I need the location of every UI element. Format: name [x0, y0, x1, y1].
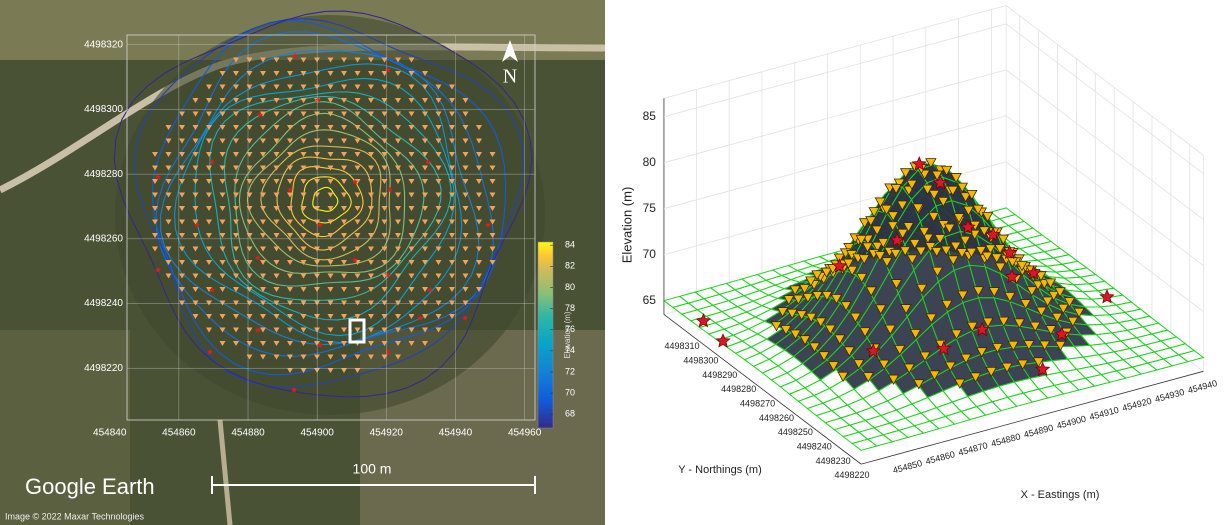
colorbar	[538, 242, 553, 428]
x-tick-label: 454840	[93, 428, 127, 439]
y-tick-label: 4498280	[721, 384, 756, 394]
y-tick-label: 4498320	[84, 39, 123, 50]
y-tick-label: 4498280	[84, 169, 123, 180]
x-tick-label: 454900	[300, 428, 334, 439]
colorbar-tick-label: 72	[565, 366, 575, 376]
y-tick-label: 4498300	[683, 356, 718, 366]
colorbar-tick-label: 70	[565, 388, 575, 398]
y-tick-label: 4498310	[665, 341, 700, 351]
z-axis-label: Elevation (m)	[619, 187, 634, 264]
colorbar-tick-label: 76	[565, 324, 575, 334]
colorbar-tick-label: 68	[565, 409, 575, 419]
y-tick-label: 4498240	[797, 442, 832, 452]
y-tick-label: 4498260	[84, 233, 123, 244]
x-tick-label: 454940	[439, 428, 473, 439]
satellite-panel: N 100 m Google Earth Image © 2022 Maxar …	[0, 0, 605, 525]
z-tick-label: 75	[643, 201, 657, 215]
y-axis-label: Y - Northings (m)	[678, 464, 762, 476]
x-tick-label: 454860	[162, 428, 196, 439]
z-tick-label: 70	[643, 247, 657, 261]
colorbar-tick-label: 84	[565, 240, 575, 250]
scale-label: 100 m	[353, 461, 392, 477]
y-tick-label: 4498230	[816, 456, 851, 466]
colorbar-tick-label: 74	[565, 345, 575, 355]
y-tick-label: 4498270	[740, 399, 775, 409]
brand: Google Earth	[25, 474, 155, 499]
colorbar-tick-label: 78	[565, 303, 575, 313]
north-label: N	[503, 66, 517, 88]
z-tick-label: 80	[643, 155, 657, 169]
x-tick-label: 454960	[508, 428, 542, 439]
x-tick-label: 454920	[370, 428, 404, 439]
y-tick-label: 4498240	[84, 298, 123, 309]
x-tick-label: 454880	[231, 428, 265, 439]
y-tick-label: 4498250	[778, 427, 813, 437]
z-tick-label: 65	[643, 293, 657, 307]
surface-panel: Elevation (m) Y - Northings (m) X - East…	[605, 0, 1225, 525]
y-tick-label: 4498300	[84, 104, 123, 115]
x-axis-label: X - Eastings (m)	[1021, 489, 1100, 501]
colorbar-tick-label: 82	[565, 261, 575, 271]
colorbar-tick-label: 80	[565, 282, 575, 292]
y-tick-label: 4498260	[759, 413, 794, 423]
y-tick-label: 4498290	[702, 370, 737, 380]
z-tick-label: 85	[643, 109, 657, 123]
y-tick-label: 4498220	[835, 470, 870, 480]
y-tick-label: 4498220	[84, 363, 123, 374]
figure: N 100 m Google Earth Image © 2022 Maxar …	[0, 0, 1225, 525]
credit: Image © 2022 Maxar Technologies	[5, 511, 145, 521]
